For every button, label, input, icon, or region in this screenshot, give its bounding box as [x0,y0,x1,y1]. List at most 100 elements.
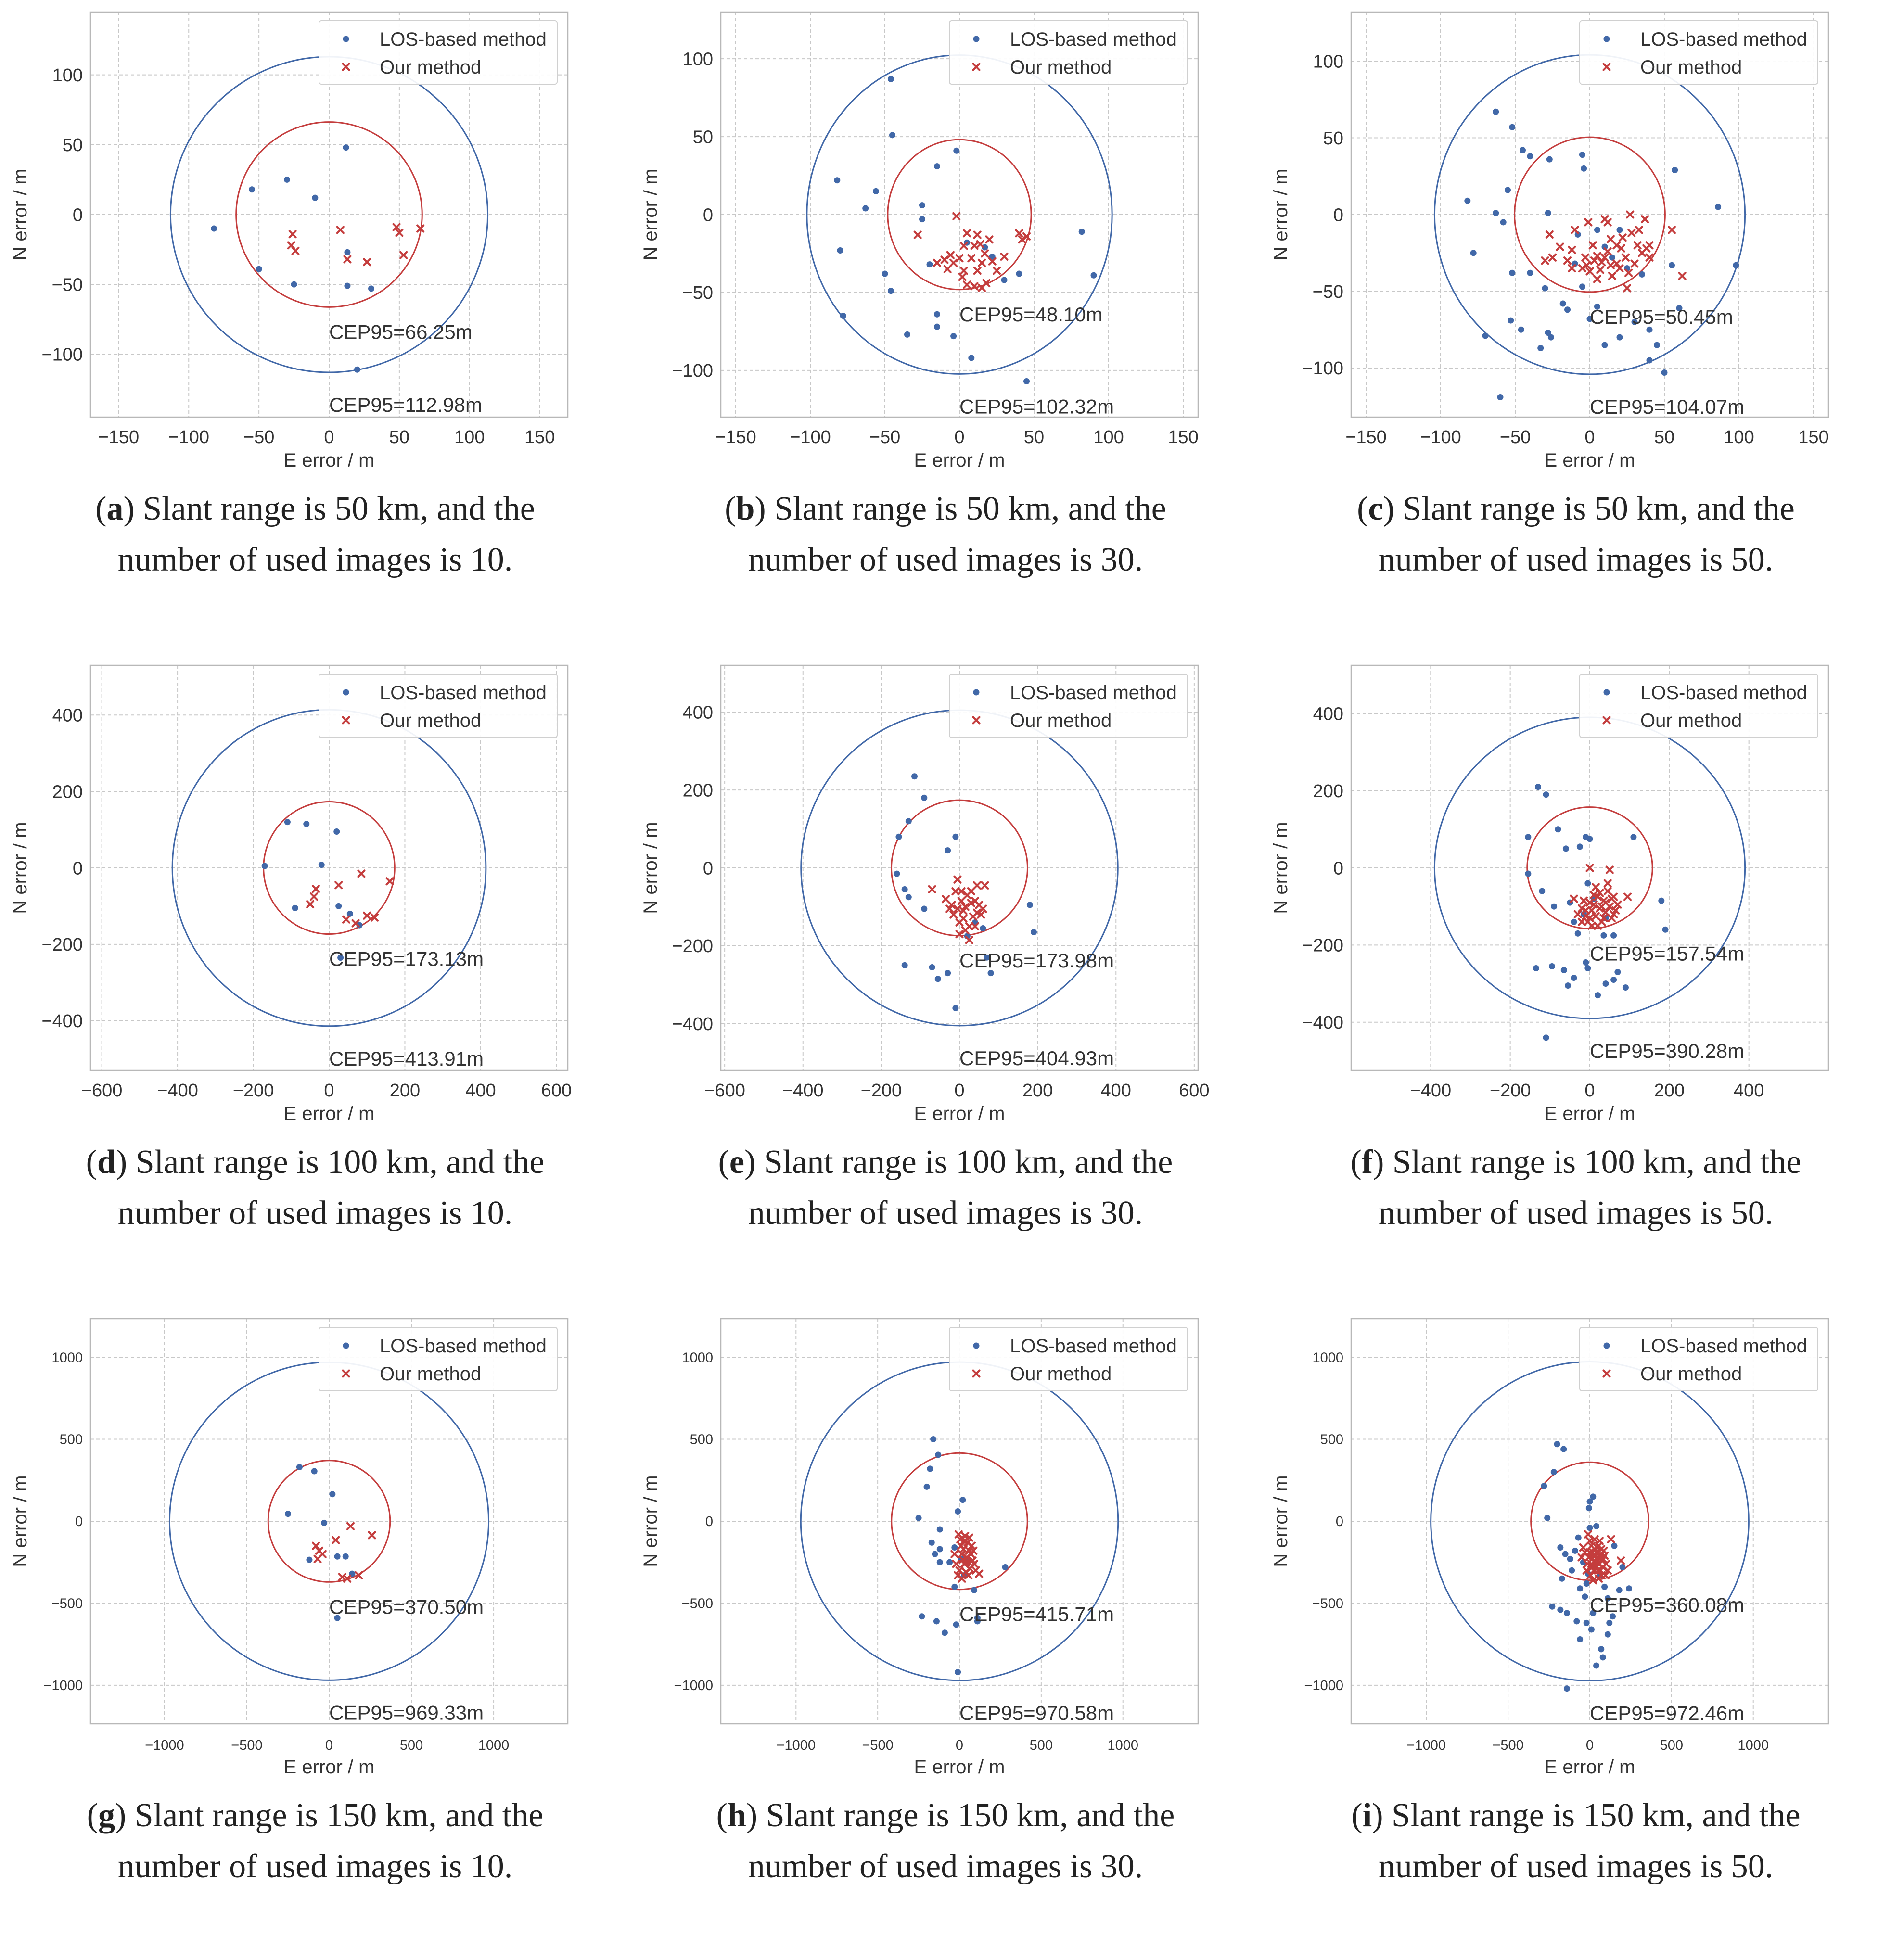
our-method-point [1627,229,1636,237]
y-tick-label: 0 [1336,1514,1343,1529]
los-point [1550,1469,1557,1476]
our-method-point [1598,1554,1607,1563]
scatter-chart-d: −600 −400 −200 0 200 400 600 −400 −200 0 200 400 E e… [10,664,572,1124]
los-point [951,1544,958,1551]
our-method-point [363,911,371,920]
los-point [971,1587,978,1593]
los-point [941,1629,948,1636]
cep-label-los: CEP95=390.28m [1590,1040,1744,1062]
our-method-point [1603,247,1612,256]
scatter-chart-h: −1000 −500 0 500 1000 −1000 −500 0 500 1000 E erro… [640,1318,1199,1778]
los-point [929,964,935,970]
los-point [1579,152,1585,158]
subplot-c: −150 −100 −50 0 50 100 150 −100 −50 0 50 100 E error… [1261,0,1891,653]
our-method-point [1568,245,1576,254]
los-point [1599,1654,1606,1661]
our-method-point [1618,233,1627,242]
los-point [936,1526,943,1533]
our-method-point [1563,256,1572,265]
los-point [834,177,841,184]
y-tick-label: −500 [682,1596,713,1612]
y-tick-label: −400 [1302,1013,1343,1033]
our-method-point [1586,1571,1595,1579]
y-tick-label: −500 [1312,1596,1343,1612]
cep-circle-ours [1530,1461,1649,1581]
los-point [311,1468,318,1475]
our-method-point [981,249,989,258]
x-axis-label: E error / m [1545,450,1635,471]
los-point [1545,210,1551,216]
los-point [1586,1498,1593,1505]
legend-label-ours: Our method [380,1363,481,1385]
los-point [1662,926,1669,933]
x-tick-label: −100 [790,427,831,447]
y-tick-label: 0 [1333,205,1343,225]
x-tick-label: 400 [1734,1081,1764,1101]
los-point [889,132,895,139]
los-point [1585,1505,1592,1512]
los-point [1577,1585,1584,1592]
legend-label-ours: Our method [1640,57,1742,78]
los-point [882,270,888,277]
x-tick-label: −500 [231,1738,262,1753]
x-tick-label: 100 [454,427,485,447]
legend-label-los: LOS-based method [1010,682,1177,703]
our-method-point [959,906,968,915]
our-method-point [956,1535,965,1543]
los-point [946,1559,953,1565]
los-point [1614,969,1621,976]
scatter-chart-i: −1000 −500 0 500 1000 −1000 −500 0 500 1000 E erro… [1270,1318,1829,1778]
caption-label: b [736,490,755,527]
los-point [1509,124,1516,130]
x-tick-label: 500 [400,1738,423,1753]
caption-line1: ) Slant range is 100 km, and the [115,1144,545,1181]
los-point [989,253,996,260]
los-point [1586,1525,1593,1531]
our-method-point [342,915,350,924]
y-tick-label: −100 [41,345,83,365]
our-method-point [1584,218,1593,227]
x-tick-label: −500 [862,1738,893,1753]
legend-marker-ours [342,716,350,725]
our-method-point [957,887,966,896]
our-method-point [1610,910,1618,918]
our-method-point [1615,264,1624,273]
cep-label-ours: CEP95=48.10m [959,303,1103,326]
our-method-point [1596,266,1605,274]
our-method-point [977,910,985,919]
our-method-point [970,1560,979,1568]
our-method-point [1596,1566,1605,1575]
our-method-point [952,212,961,220]
our-method-point [1000,252,1009,261]
legend-label-los: LOS-based method [1640,1336,1807,1357]
x-tick-label: 400 [465,1081,496,1101]
los-point [1533,965,1539,971]
caption-a: (a) Slant range is 50 km, and the number … [95,490,535,578]
caption-label: f [1361,1144,1373,1181]
los-point [840,313,846,319]
our-method-point [967,899,975,907]
y-axis-label: N error / m [10,1475,31,1567]
los-point [1562,845,1569,852]
caption-label: i [1362,1797,1372,1834]
y-tick-label: 400 [1313,704,1343,725]
x-tick-label: −500 [1492,1738,1523,1753]
legend-marker-los [1603,689,1610,696]
los-point [1669,262,1675,268]
x-tick-label: 150 [1168,427,1198,447]
our-method-point [1568,264,1576,273]
caption-c: (c) Slant range is 50 km, and the number … [1357,490,1795,578]
los-point [344,249,351,255]
los-point [1563,1610,1570,1616]
x-tick-label: 500 [1030,1738,1053,1753]
y-tick-label: 500 [60,1432,83,1448]
los-point [1571,918,1577,925]
x-tick-label: 200 [1654,1081,1685,1101]
our-method-point [958,1574,966,1583]
our-method-point [1541,256,1549,265]
y-tick-label: 400 [683,702,713,723]
los-point [1557,1606,1564,1613]
legend: LOS-based method Our method [319,20,558,85]
legend-box [1579,1327,1818,1391]
x-tick-label: 150 [524,427,555,447]
